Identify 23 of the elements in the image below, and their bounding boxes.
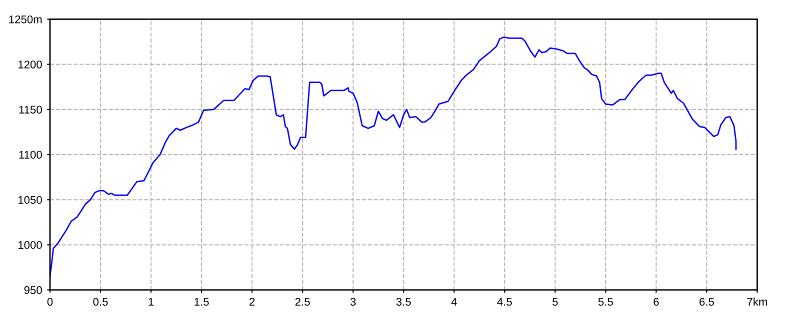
x-tick-label: 3 xyxy=(350,298,356,306)
x-tick-label: 1.5 xyxy=(194,298,209,306)
x-tick-label: 4 xyxy=(451,298,457,306)
y-tick-label: 950 xyxy=(24,286,42,294)
x-tick-label: 6 xyxy=(654,298,659,306)
x-tick-label: 7km xyxy=(747,298,767,306)
x-tick-label: 1 xyxy=(148,298,154,306)
x-tick-label: 2 xyxy=(250,298,255,306)
x-tick-label: 0.5 xyxy=(93,298,108,306)
y-tick-label: 1150 xyxy=(19,106,42,114)
y-tick-label: 1200 xyxy=(18,60,42,68)
x-tick-label: 4.5 xyxy=(497,298,512,306)
y-tick-label: 1050 xyxy=(18,196,42,204)
x-tick-label: 5 xyxy=(552,298,558,306)
x-tick-label: 2.5 xyxy=(295,298,310,306)
y-tick-label: 1250m xyxy=(9,15,42,24)
x-tick-label: 6.5 xyxy=(700,298,714,306)
x-tick-label: 3.5 xyxy=(396,298,411,306)
x-tick-label: 5.5 xyxy=(598,298,613,306)
line-series xyxy=(50,36,737,278)
y-tick-label: 1000 xyxy=(18,241,42,249)
x-tick-label: 0 xyxy=(47,298,53,306)
y-tick-label: 1100 xyxy=(19,150,42,159)
